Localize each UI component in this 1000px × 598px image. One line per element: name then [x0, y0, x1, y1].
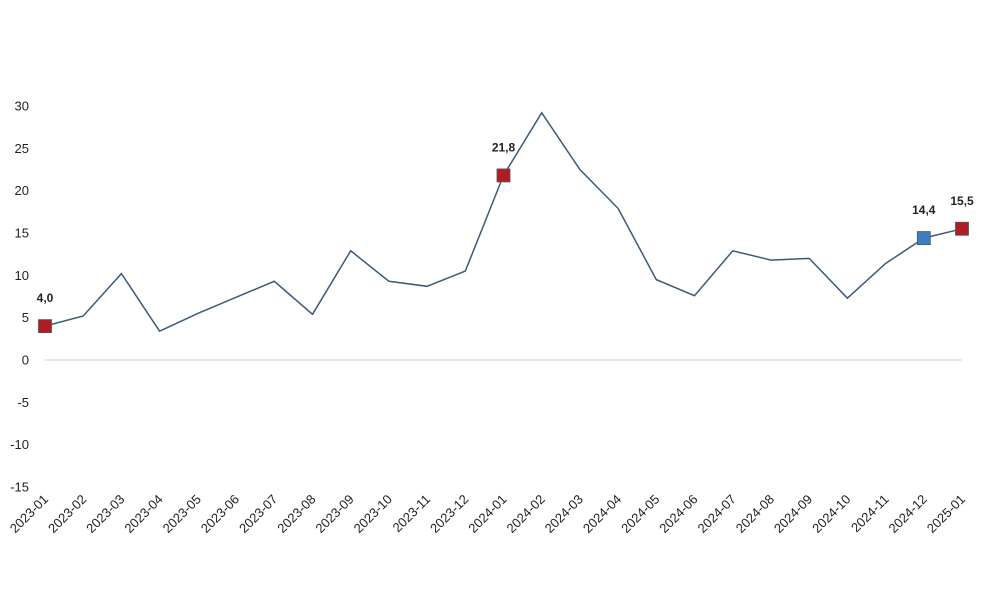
x-tick-label: 2023-11: [390, 492, 434, 536]
y-tick-label: -15: [10, 480, 29, 495]
data-label: 21,8: [492, 140, 516, 154]
x-tick-label: 2024-02: [503, 492, 547, 536]
x-tick-label: 2023-06: [198, 492, 242, 536]
x-tick-label: 2024-05: [618, 492, 662, 536]
x-tick-label: 2024-12: [886, 492, 930, 536]
x-tick-label: 2024-10: [809, 492, 853, 536]
highlight-marker: [38, 319, 52, 334]
x-tick-label: 2025-01: [924, 492, 968, 536]
x-tick-label: 2024-06: [656, 492, 700, 536]
highlight-marker: [496, 168, 511, 183]
highlight-marker: [955, 221, 969, 236]
x-tick-label: 2023-02: [45, 492, 89, 536]
y-tick-label: 30: [15, 99, 29, 114]
x-tick-label: 2023-12: [427, 492, 471, 536]
y-tick-label: 15: [15, 226, 29, 241]
x-tick-label: 2023-04: [121, 492, 165, 536]
y-tick-label: 10: [15, 268, 29, 283]
x-tick-label: 2023-10: [351, 492, 395, 536]
highlight-marker: [916, 231, 931, 245]
data-label: 15,5: [950, 194, 974, 208]
data-labels: 4,0 21,8 14,4 15,5: [37, 140, 974, 305]
x-tick-label: 2024-09: [771, 492, 815, 536]
data-label: 14,4: [912, 203, 936, 217]
x-tick-label: 2024-11: [848, 492, 892, 536]
y-tick-label: -10: [10, 437, 29, 452]
data-label: 4,0: [37, 291, 54, 305]
x-tick-label: 2023-01: [7, 492, 51, 536]
y-tick-label: 20: [15, 183, 29, 198]
y-axis-ticks: 30 25 20 15 10 5 0 -5 -10 -15: [10, 99, 29, 495]
x-axis-ticks: 2023-012023-022023-032023-042023-052023-…: [7, 492, 968, 536]
x-tick-label: 2024-07: [695, 492, 739, 536]
y-tick-label: -5: [17, 395, 29, 410]
x-tick-label: 2024-01: [465, 492, 509, 536]
x-tick-label: 2024-08: [733, 492, 777, 536]
x-tick-label: 2023-05: [160, 492, 204, 536]
highlight-markers: [38, 168, 969, 334]
x-tick-label: 2023-03: [83, 492, 127, 536]
x-tick-label: 2023-08: [274, 492, 318, 536]
x-tick-label: 2023-09: [312, 492, 356, 536]
y-tick-label: 5: [22, 310, 29, 325]
x-tick-label: 2023-07: [236, 492, 280, 536]
x-tick-label: 2024-04: [580, 492, 624, 536]
y-tick-label: 25: [15, 141, 29, 156]
y-tick-label: 0: [22, 353, 29, 368]
x-tick-label: 2024-03: [542, 492, 586, 536]
